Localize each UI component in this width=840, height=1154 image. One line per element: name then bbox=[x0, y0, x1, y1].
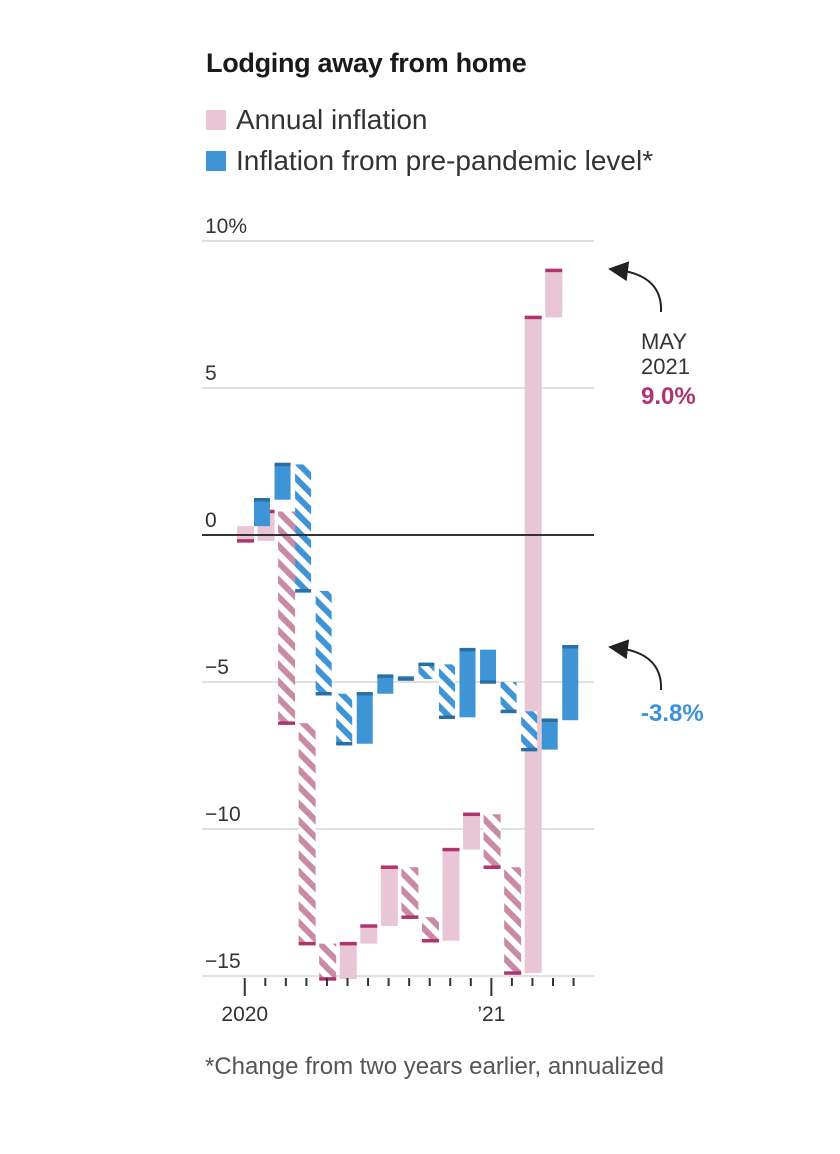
prepandemic-inflation-bar bbox=[438, 664, 455, 718]
annual-inflation-cap bbox=[360, 924, 378, 928]
annotation-arrow-annual bbox=[608, 261, 663, 313]
y-tick-label: 10% bbox=[205, 215, 247, 238]
prepandemic-inflation-bar bbox=[295, 464, 312, 591]
prepandemic-inflation-cap bbox=[500, 709, 517, 714]
annual-inflation-bar bbox=[401, 867, 419, 918]
prepandemic-inflation-bar bbox=[521, 711, 538, 750]
prepandemic-inflation-cap bbox=[295, 589, 312, 593]
annual-inflation-cap bbox=[401, 915, 419, 919]
prepandemic-inflation-cap bbox=[254, 497, 270, 502]
legend-item-prepandemic-inflation: Inflation from pre-pandemic level* bbox=[206, 145, 653, 177]
y-tick-label: 0 bbox=[205, 509, 217, 532]
prepandemic-inflation-bar bbox=[418, 664, 435, 680]
annual-inflation-bar bbox=[421, 917, 439, 941]
prepandemic-inflation-bar bbox=[562, 646, 579, 721]
prepandemic-inflation-bar bbox=[356, 693, 373, 744]
annual-inflation-bar bbox=[278, 511, 296, 724]
prepandemic-inflation-cap bbox=[336, 741, 353, 746]
y-tick-label: −10 bbox=[205, 803, 241, 826]
annual-inflation-bar bbox=[442, 849, 460, 941]
prepandemic-inflation-cap bbox=[397, 677, 414, 681]
prepandemic-inflation-bar bbox=[480, 649, 497, 682]
prepandemic-inflation-cap bbox=[459, 647, 476, 652]
annual-inflation-cap bbox=[421, 938, 439, 943]
annotation-annual-value: 9.0% bbox=[641, 383, 696, 410]
annual-inflation-cap bbox=[463, 812, 481, 817]
prepandemic-inflation-bar bbox=[336, 693, 353, 744]
legend-label-annual-inflation: Annual inflation bbox=[236, 104, 428, 135]
legend-swatch-pink bbox=[206, 110, 226, 130]
legend-label-prepandemic-inflation: Inflation from pre-pandemic level* bbox=[236, 145, 654, 176]
annual-inflation-cap bbox=[545, 268, 563, 273]
prepandemic-inflation-cap bbox=[541, 718, 558, 722]
annual-inflation-bar bbox=[545, 270, 563, 318]
prepandemic-inflation-bar bbox=[254, 499, 270, 527]
prepandemic-inflation-cap bbox=[521, 747, 538, 752]
prepandemic-inflation-cap bbox=[418, 662, 435, 667]
annual-inflation-bar bbox=[463, 814, 481, 850]
chart-title: Lodging away from home bbox=[206, 48, 527, 78]
annotation-arrow-prepandemic bbox=[608, 639, 663, 691]
annual-inflation-bar bbox=[360, 926, 378, 944]
legend-item-annual-inflation: Annual inflation bbox=[206, 104, 427, 136]
annual-inflation-bar bbox=[380, 867, 398, 927]
annual-inflation-cap bbox=[524, 315, 542, 320]
annual-inflation-cap bbox=[237, 539, 254, 543]
prepandemic-inflation-cap bbox=[562, 644, 579, 649]
annual-inflation-cap bbox=[278, 721, 296, 725]
prepandemic-inflation-bar bbox=[459, 649, 476, 718]
annual-inflation-bar bbox=[483, 814, 501, 868]
y-tick-label: −15 bbox=[205, 950, 241, 973]
annual-inflation-bar bbox=[319, 943, 337, 979]
annotation-year-label: 2021 bbox=[641, 354, 690, 379]
annual-inflation-bar bbox=[524, 317, 542, 974]
annual-inflation-cap bbox=[442, 847, 460, 852]
prepandemic-inflation-bar bbox=[377, 676, 394, 694]
prepandemic-inflation-cap bbox=[315, 692, 332, 696]
prepandemic-inflation-cap bbox=[356, 692, 373, 696]
annual-inflation-cap bbox=[483, 865, 501, 869]
x-tick-label: ’21 bbox=[477, 1003, 505, 1026]
annotation-may-label: MAY bbox=[641, 329, 687, 354]
annual-inflation-bar bbox=[504, 867, 522, 974]
annual-inflation-bar bbox=[339, 943, 357, 979]
prepandemic-inflation-cap bbox=[274, 462, 291, 467]
annual-inflation-cap bbox=[298, 941, 316, 946]
y-tick-label: 5 bbox=[205, 362, 217, 385]
footnote: *Change from two years earlier, annualiz… bbox=[205, 1053, 664, 1080]
annual-inflation-bar bbox=[237, 526, 254, 541]
annual-inflation-cap bbox=[380, 865, 398, 869]
annotation-prepandemic-value: -3.8% bbox=[641, 700, 704, 727]
bars bbox=[237, 268, 579, 981]
y-tick-label: −5 bbox=[205, 656, 229, 679]
legend-swatch-blue bbox=[206, 151, 226, 171]
annual-inflation-cap bbox=[339, 941, 357, 946]
prepandemic-inflation-cap bbox=[480, 680, 497, 684]
prepandemic-inflation-cap bbox=[377, 674, 394, 678]
prepandemic-inflation-bar bbox=[541, 720, 558, 750]
prepandemic-inflation-bar bbox=[274, 464, 291, 500]
prepandemic-inflation-bar bbox=[500, 682, 517, 712]
annual-inflation-cap bbox=[504, 971, 522, 975]
x-tick-label: 2020 bbox=[221, 1003, 268, 1026]
prepandemic-inflation-bar bbox=[315, 590, 332, 694]
annual-inflation-bar bbox=[298, 723, 316, 944]
x-axis: 2020 ’21 bbox=[221, 978, 575, 1026]
prepandemic-inflation-cap bbox=[438, 715, 455, 720]
